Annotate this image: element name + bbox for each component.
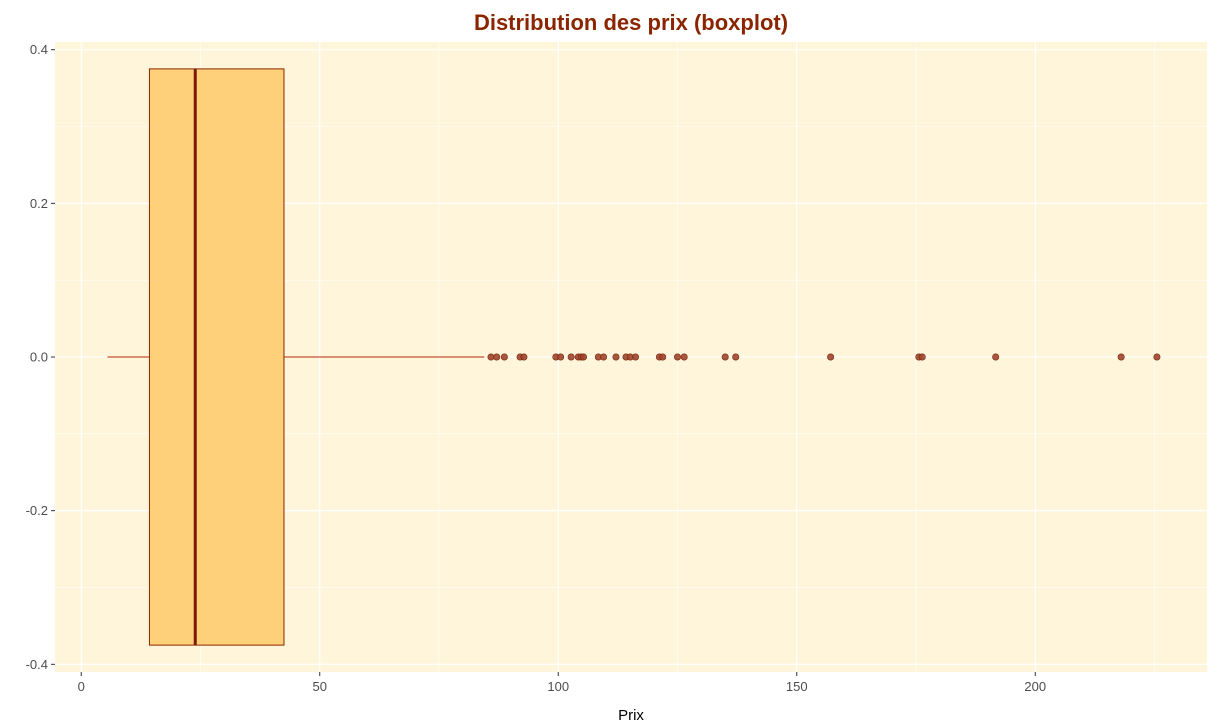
outlier-point: [1153, 353, 1161, 361]
outlier-point: [674, 353, 682, 361]
outlier-point: [827, 353, 835, 361]
outlier-point: [680, 353, 688, 361]
outlier-point: [567, 353, 575, 361]
outlier-point: [500, 353, 508, 361]
outlier-point: [632, 353, 640, 361]
outlier-point: [493, 353, 501, 361]
outlier-point: [918, 353, 926, 361]
outlier-point: [992, 353, 1000, 361]
x-tick-label: 100: [547, 679, 569, 694]
outlier-point: [732, 353, 740, 361]
outlier-points: [487, 353, 1161, 361]
outlier-point: [1117, 353, 1125, 361]
axes: 0 50 100 150 200 -0.4 -0.2 0.0 0.2 0.4: [26, 42, 1047, 694]
box-group: [107, 68, 485, 646]
x-tick-label: 150: [786, 679, 808, 694]
x-tick-label: 200: [1024, 679, 1046, 694]
y-tick-label: 0.0: [30, 350, 48, 365]
outlier-point: [612, 353, 620, 361]
outlier-point: [580, 353, 588, 361]
outlier-point: [721, 353, 729, 361]
y-tick-label: -0.4: [26, 657, 48, 672]
y-tick-label: -0.2: [26, 503, 48, 518]
x-tick-label: 50: [313, 679, 327, 694]
chart-title: Distribution des prix (boxplot): [474, 10, 788, 35]
outlier-point: [600, 353, 608, 361]
box-iqr: [148, 68, 285, 646]
outlier-point: [557, 353, 565, 361]
outlier-point: [520, 353, 528, 361]
outlier-point: [659, 353, 667, 361]
x-axis-label: Prix: [618, 707, 644, 724]
x-tick-label: 0: [78, 679, 85, 694]
y-tick-label: 0.2: [30, 196, 48, 211]
y-tick-label: 0.4: [30, 42, 48, 57]
